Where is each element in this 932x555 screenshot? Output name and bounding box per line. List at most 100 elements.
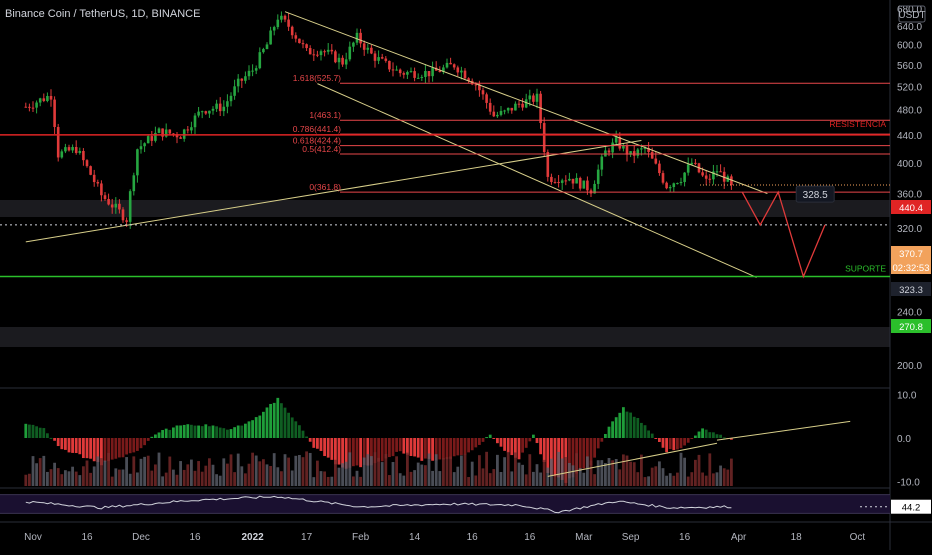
momentum-bar xyxy=(56,438,60,447)
candle-body xyxy=(298,38,301,44)
candle-body xyxy=(272,27,276,31)
candle-body xyxy=(262,49,265,53)
candle-body xyxy=(578,177,582,189)
volume-bar xyxy=(679,452,683,486)
candle-body xyxy=(46,95,49,101)
momentum-bar xyxy=(190,424,193,438)
momentum-bar xyxy=(384,438,388,459)
candle-body xyxy=(715,171,719,173)
candle-body xyxy=(582,180,586,189)
candle-body xyxy=(352,42,355,47)
volume-bar xyxy=(596,460,600,486)
candle-body xyxy=(607,150,611,153)
candle-body xyxy=(74,147,78,153)
momentum-bar xyxy=(431,438,434,461)
candle-body xyxy=(197,111,200,116)
volume-bar xyxy=(24,474,28,486)
price-label-text: 323.3 xyxy=(899,285,923,296)
candle-body xyxy=(535,93,539,102)
time-tick-label: Nov xyxy=(24,532,42,543)
price-label-text: 370.7 xyxy=(899,249,923,260)
momentum-bar xyxy=(395,438,398,452)
momentum-bar xyxy=(596,438,600,449)
volume-bar xyxy=(686,476,690,486)
volume-bar xyxy=(722,468,726,486)
price-label-text: 02:32:53 xyxy=(893,263,930,274)
candle-body xyxy=(438,70,442,73)
volume-bar xyxy=(200,471,204,486)
volume-bar xyxy=(380,462,384,486)
oscillator-line xyxy=(25,495,732,514)
candle-body xyxy=(665,182,668,189)
volume-bar xyxy=(668,473,672,486)
volume-bar xyxy=(452,472,456,486)
momentum-bar xyxy=(614,417,618,438)
momentum-bar xyxy=(222,428,226,438)
volume-bar xyxy=(607,457,611,486)
price-tick-label: 200.0 xyxy=(897,361,922,372)
volume-bar xyxy=(157,452,161,486)
channel-line xyxy=(284,11,768,195)
volume-bar xyxy=(564,457,568,486)
momentum-bar xyxy=(161,430,164,438)
candle-body xyxy=(510,107,514,111)
candle-body xyxy=(96,182,100,184)
candle-body xyxy=(56,126,60,158)
momentum-bar xyxy=(193,425,197,438)
momentum-bar xyxy=(694,435,697,438)
volume-bar xyxy=(100,458,103,486)
candle-body xyxy=(204,111,208,114)
volume-bar xyxy=(175,474,179,486)
volume-bar xyxy=(107,452,110,486)
candle-body xyxy=(226,101,229,107)
momentum-bar xyxy=(456,438,460,456)
momentum-bar xyxy=(121,438,125,458)
fib-level-label: 1(463.1) xyxy=(309,110,341,120)
candle-body xyxy=(586,180,589,191)
momentum-bar xyxy=(298,425,301,438)
candle-body xyxy=(89,166,92,175)
momentum-bar xyxy=(233,427,236,438)
candle-body xyxy=(474,84,478,86)
momentum-bar xyxy=(704,429,708,438)
candle-body xyxy=(686,164,690,173)
momentum-bar xyxy=(319,438,323,451)
volume-bar xyxy=(78,475,82,486)
momentum-bar xyxy=(582,438,586,469)
momentum-bar xyxy=(215,426,218,438)
volume-bar xyxy=(535,464,539,486)
volume-bar xyxy=(215,474,218,486)
volume-bar xyxy=(506,451,510,486)
momentum-bar xyxy=(330,438,334,460)
volume-bar xyxy=(629,461,632,486)
volume-bar xyxy=(676,472,679,486)
momentum-bar xyxy=(254,417,258,438)
candle-body xyxy=(722,171,726,182)
momentum-bar xyxy=(665,438,668,453)
momentum-bar xyxy=(352,438,355,467)
candle-body xyxy=(24,106,28,108)
candle-body xyxy=(150,136,154,141)
momentum-tick-label: 0.0 xyxy=(897,434,911,445)
momentum-bar xyxy=(406,438,409,455)
volume-bar xyxy=(503,457,506,486)
momentum-bar xyxy=(650,433,654,438)
volume-bar xyxy=(391,462,395,486)
momentum-bar xyxy=(197,425,200,438)
momentum-bar xyxy=(366,438,370,466)
candle-body xyxy=(532,95,535,102)
volume-bar xyxy=(636,472,640,486)
price-label-box xyxy=(891,246,931,260)
candle-body xyxy=(42,98,46,101)
candle-body xyxy=(244,76,247,81)
momentum-bar xyxy=(658,438,661,443)
volume-bar xyxy=(499,472,503,486)
candle-body xyxy=(719,171,722,173)
momentum-bar xyxy=(690,438,694,439)
candle-body xyxy=(118,203,121,210)
momentum-bar xyxy=(413,438,416,457)
candle-body xyxy=(370,47,373,54)
candle-body xyxy=(600,156,604,170)
